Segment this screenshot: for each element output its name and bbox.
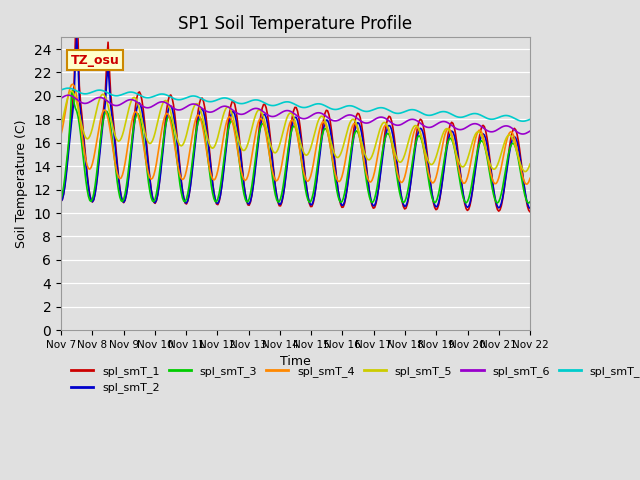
Text: TZ_osu: TZ_osu	[70, 54, 119, 67]
spl_smT_1	[264, 111, 271, 117]
spl_smT_5	[521, 169, 529, 175]
spl_smT_5	[264, 130, 271, 136]
spl_smT_3	[264, 137, 271, 143]
spl_smT_5	[526, 161, 534, 167]
spl_smT_7	[501, 113, 509, 119]
spl_smT_7	[116, 93, 124, 98]
spl_smT_2	[501, 179, 509, 185]
Title: SP1 Soil Temperature Profile: SP1 Soil Temperature Profile	[179, 15, 413, 33]
spl_smT_4	[198, 121, 206, 127]
Line: spl_smT_5: spl_smT_5	[61, 91, 530, 172]
spl_smT_1	[214, 202, 221, 207]
spl_smT_2	[198, 106, 206, 112]
spl_smT_6	[214, 106, 221, 112]
spl_smT_5	[501, 138, 509, 144]
spl_smT_3	[526, 199, 534, 204]
spl_smT_3	[222, 143, 230, 149]
spl_smT_6	[116, 102, 124, 108]
spl_smT_4	[526, 175, 534, 181]
spl_smT_1	[116, 184, 124, 190]
spl_smT_6	[264, 112, 271, 118]
spl_smT_6	[501, 123, 509, 129]
spl_smT_7	[264, 101, 271, 107]
spl_smT_2	[222, 150, 230, 156]
spl_smT_6	[198, 106, 206, 111]
spl_smT_6	[526, 128, 534, 134]
Legend: spl_smT_1, spl_smT_2, spl_smT_3, spl_smT_4, spl_smT_5, spl_smT_6, spl_smT_7: spl_smT_1, spl_smT_2, spl_smT_3, spl_smT…	[67, 361, 640, 398]
spl_smT_3	[214, 196, 221, 202]
spl_smT_7	[64, 85, 72, 91]
spl_smT_4	[214, 168, 221, 173]
spl_smT_3	[57, 196, 65, 202]
Line: spl_smT_3: spl_smT_3	[61, 90, 530, 203]
Line: spl_smT_4: spl_smT_4	[61, 84, 530, 184]
spl_smT_5	[198, 113, 206, 119]
Line: spl_smT_6: spl_smT_6	[61, 95, 530, 134]
spl_smT_3	[116, 194, 124, 200]
spl_smT_6	[222, 103, 230, 109]
spl_smT_2	[526, 205, 534, 211]
spl_smT_4	[69, 81, 77, 87]
spl_smT_4	[522, 181, 530, 187]
spl_smT_1	[57, 198, 65, 204]
spl_smT_4	[222, 123, 230, 129]
spl_smT_1	[526, 209, 534, 215]
spl_smT_5	[68, 88, 76, 94]
spl_smT_5	[116, 138, 124, 144]
spl_smT_4	[57, 132, 65, 137]
Line: spl_smT_1: spl_smT_1	[61, 37, 530, 212]
spl_smT_7	[520, 118, 527, 124]
Line: spl_smT_2: spl_smT_2	[61, 37, 530, 208]
Line: spl_smT_7: spl_smT_7	[61, 88, 530, 121]
spl_smT_5	[214, 134, 221, 140]
Y-axis label: Soil Temperature (C): Soil Temperature (C)	[15, 120, 28, 248]
spl_smT_7	[214, 97, 221, 103]
spl_smT_7	[526, 117, 534, 122]
spl_smT_4	[116, 176, 124, 181]
spl_smT_1	[198, 95, 206, 101]
spl_smT_4	[501, 144, 509, 150]
spl_smT_6	[518, 131, 526, 137]
spl_smT_1	[222, 145, 230, 151]
spl_smT_7	[222, 95, 230, 101]
spl_smT_7	[198, 96, 206, 102]
spl_smT_2	[214, 201, 221, 206]
spl_smT_2	[57, 198, 65, 204]
spl_smT_4	[264, 140, 271, 145]
spl_smT_3	[525, 200, 532, 206]
spl_smT_3	[501, 169, 509, 175]
spl_smT_3	[198, 119, 206, 124]
spl_smT_1	[501, 178, 509, 184]
spl_smT_5	[57, 123, 65, 129]
spl_smT_6	[65, 92, 73, 98]
X-axis label: Time: Time	[280, 355, 311, 369]
spl_smT_2	[264, 120, 271, 126]
spl_smT_5	[222, 106, 230, 112]
spl_smT_2	[116, 186, 124, 192]
spl_smT_7	[57, 87, 65, 93]
spl_smT_1	[72, 35, 79, 40]
spl_smT_6	[57, 96, 65, 101]
spl_smT_3	[69, 87, 77, 93]
spl_smT_2	[73, 35, 81, 40]
